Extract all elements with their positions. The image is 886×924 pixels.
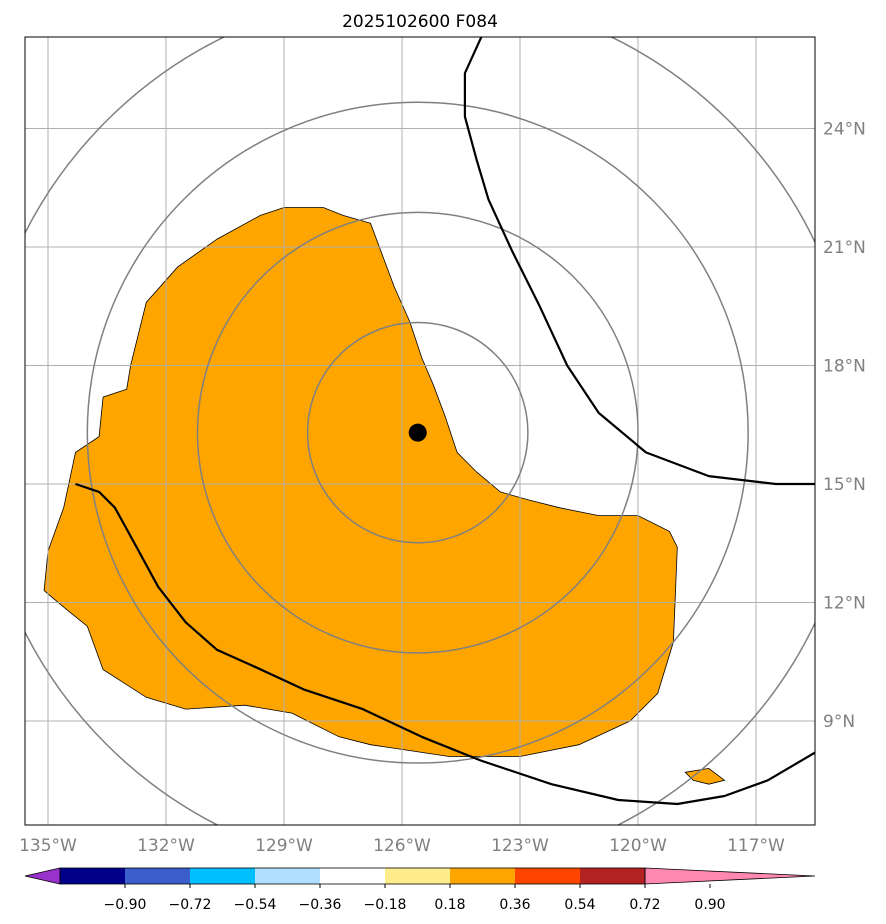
x-tick-label: 126°W bbox=[373, 836, 431, 856]
x-tick-label: 117°W bbox=[727, 836, 785, 856]
colorbar-segment bbox=[515, 868, 580, 884]
y-tick-label: 18°N bbox=[823, 357, 866, 377]
small-filled-region bbox=[684, 767, 726, 785]
colorbar-tick-label: 0.72 bbox=[629, 897, 660, 913]
y-tick-label: 9°N bbox=[823, 712, 855, 732]
range-ring bbox=[86, 101, 749, 764]
y-tick-label: 15°N bbox=[823, 475, 866, 495]
colorbar-tick-label: 0.90 bbox=[694, 897, 725, 913]
colorbar-segment bbox=[385, 868, 450, 884]
colorbar-tick-label: 0.18 bbox=[434, 897, 465, 913]
chart-title: 2025102600 F084 bbox=[342, 12, 498, 32]
colorbar-segment bbox=[450, 868, 515, 884]
y-tick-label: 12°N bbox=[823, 594, 866, 614]
colorbar-tick-label: −0.90 bbox=[104, 897, 147, 913]
range-ring bbox=[196, 211, 639, 654]
colorbar-tick-label: −0.72 bbox=[169, 897, 212, 913]
plot-frame bbox=[24, 36, 816, 826]
contour-line bbox=[75, 482, 815, 806]
colorbar-tick-label: −0.36 bbox=[299, 897, 342, 913]
y-tick-label: 21°N bbox=[823, 238, 866, 258]
colorbar-tick-label: 0.54 bbox=[564, 897, 595, 913]
x-tick-label: 129°W bbox=[255, 836, 313, 856]
x-tick-label: 135°W bbox=[19, 836, 77, 856]
colorbar-segment bbox=[60, 868, 125, 884]
colorbar-segment bbox=[125, 868, 190, 884]
y-tick-label: 24°N bbox=[823, 120, 866, 140]
x-tick-label: 132°W bbox=[137, 836, 195, 856]
colorbar-extend-min bbox=[24, 867, 61, 885]
contour-line bbox=[463, 37, 815, 486]
colorbar-frame bbox=[59, 867, 646, 885]
center-marker bbox=[408, 423, 427, 442]
colorbar-tick-label: −0.18 bbox=[364, 897, 407, 913]
range-ring bbox=[306, 321, 529, 544]
colorbar-segment bbox=[255, 868, 320, 884]
colorbar-tick-label: 0.36 bbox=[499, 897, 530, 913]
colorbar-segment bbox=[580, 868, 645, 884]
filled-region bbox=[43, 207, 678, 757]
colorbar-extend-max bbox=[644, 867, 816, 885]
colorbar-segment bbox=[190, 868, 255, 884]
x-tick-label: 120°W bbox=[609, 836, 667, 856]
colorbar-segment bbox=[320, 868, 385, 884]
x-tick-label: 123°W bbox=[491, 836, 549, 856]
colorbar-tick-label: −0.54 bbox=[234, 897, 277, 913]
